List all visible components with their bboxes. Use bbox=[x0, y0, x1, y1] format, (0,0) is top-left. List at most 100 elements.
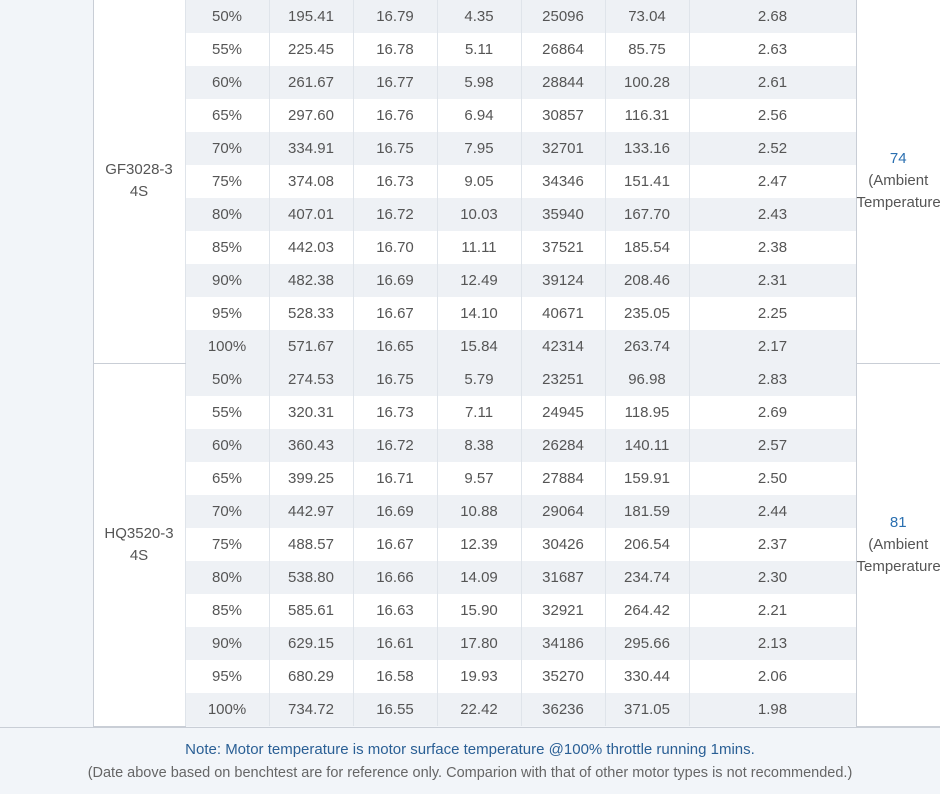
value-cell: 7.11 bbox=[437, 396, 521, 429]
throttle-cell: 60% bbox=[185, 66, 269, 99]
value-cell: 7.95 bbox=[437, 132, 521, 165]
value-cell: 42314 bbox=[521, 330, 605, 363]
value-cell: 15.84 bbox=[437, 330, 521, 363]
value-cell: 16.72 bbox=[353, 198, 437, 231]
value-cell: 16.76 bbox=[353, 99, 437, 132]
throttle-cell: 75% bbox=[185, 165, 269, 198]
left-margin bbox=[0, 363, 93, 726]
value-cell: 10.88 bbox=[437, 495, 521, 528]
throttle-cell: 50% bbox=[185, 0, 269, 33]
value-cell: 29064 bbox=[521, 495, 605, 528]
value-cell: 2.61 bbox=[689, 66, 856, 99]
value-cell: 9.57 bbox=[437, 462, 521, 495]
value-cell: 31687 bbox=[521, 561, 605, 594]
value-cell: 629.15 bbox=[269, 627, 353, 660]
value-cell: 16.66 bbox=[353, 561, 437, 594]
throttle-cell: 60% bbox=[185, 429, 269, 462]
value-cell: 334.91 bbox=[269, 132, 353, 165]
value-cell: 37521 bbox=[521, 231, 605, 264]
propeller-label: 4S bbox=[94, 181, 185, 203]
value-cell: 16.67 bbox=[353, 528, 437, 561]
value-cell: 2.44 bbox=[689, 495, 856, 528]
value-cell: 195.41 bbox=[269, 0, 353, 33]
value-cell: 24945 bbox=[521, 396, 605, 429]
value-cell: 320.31 bbox=[269, 396, 353, 429]
value-cell: 25096 bbox=[521, 0, 605, 33]
value-cell: 442.03 bbox=[269, 231, 353, 264]
value-cell: 263.74 bbox=[605, 330, 689, 363]
ambient-note: (Ambient bbox=[857, 534, 940, 556]
value-cell: 2.56 bbox=[689, 99, 856, 132]
value-cell: 571.67 bbox=[269, 330, 353, 363]
value-cell: 10.03 bbox=[437, 198, 521, 231]
value-cell: 234.74 bbox=[605, 561, 689, 594]
value-cell: 2.37 bbox=[689, 528, 856, 561]
value-cell: 159.91 bbox=[605, 462, 689, 495]
ambient-temperature: Temperature:19℃) bbox=[857, 556, 940, 578]
value-cell: 16.77 bbox=[353, 66, 437, 99]
value-cell: 2.25 bbox=[689, 297, 856, 330]
value-cell: 17.80 bbox=[437, 627, 521, 660]
value-cell: 2.13 bbox=[689, 627, 856, 660]
value-cell: 16.69 bbox=[353, 495, 437, 528]
value-cell: 118.95 bbox=[605, 396, 689, 429]
value-cell: 264.42 bbox=[605, 594, 689, 627]
value-cell: 261.67 bbox=[269, 66, 353, 99]
throttle-cell: 85% bbox=[185, 594, 269, 627]
value-cell: 32921 bbox=[521, 594, 605, 627]
value-cell: 2.21 bbox=[689, 594, 856, 627]
value-cell: 2.63 bbox=[689, 33, 856, 66]
value-cell: 116.31 bbox=[605, 99, 689, 132]
value-cell: 14.10 bbox=[437, 297, 521, 330]
throttle-cell: 100% bbox=[185, 330, 269, 363]
value-cell: 16.71 bbox=[353, 462, 437, 495]
value-cell: 16.55 bbox=[353, 693, 437, 726]
value-cell: 16.73 bbox=[353, 165, 437, 198]
value-cell: 399.25 bbox=[269, 462, 353, 495]
value-cell: 2.50 bbox=[689, 462, 856, 495]
value-cell: 6.94 bbox=[437, 99, 521, 132]
throttle-cell: 80% bbox=[185, 561, 269, 594]
value-cell: 5.98 bbox=[437, 66, 521, 99]
value-cell: 167.70 bbox=[605, 198, 689, 231]
value-cell: 30857 bbox=[521, 99, 605, 132]
value-cell: 8.38 bbox=[437, 429, 521, 462]
value-cell: 5.11 bbox=[437, 33, 521, 66]
value-cell: 208.46 bbox=[605, 264, 689, 297]
value-cell: 34346 bbox=[521, 165, 605, 198]
value-cell: 9.05 bbox=[437, 165, 521, 198]
throttle-cell: 75% bbox=[185, 528, 269, 561]
value-cell: 96.98 bbox=[605, 363, 689, 396]
throttle-cell: 95% bbox=[185, 297, 269, 330]
value-cell: 2.83 bbox=[689, 363, 856, 396]
value-cell: 2.52 bbox=[689, 132, 856, 165]
propeller-label: 4S bbox=[94, 545, 185, 567]
value-cell: 39124 bbox=[521, 264, 605, 297]
value-cell: 528.33 bbox=[269, 297, 353, 330]
value-cell: 442.97 bbox=[269, 495, 353, 528]
value-cell: 2.69 bbox=[689, 396, 856, 429]
value-cell: 16.63 bbox=[353, 594, 437, 627]
value-cell: 16.73 bbox=[353, 396, 437, 429]
value-cell: 35270 bbox=[521, 660, 605, 693]
value-cell: 16.58 bbox=[353, 660, 437, 693]
value-cell: 680.29 bbox=[269, 660, 353, 693]
value-cell: 374.08 bbox=[269, 165, 353, 198]
value-cell: 14.09 bbox=[437, 561, 521, 594]
value-cell: 26864 bbox=[521, 33, 605, 66]
temperature-value: 81 bbox=[857, 512, 940, 534]
value-cell: 2.17 bbox=[689, 330, 856, 363]
value-cell: 330.44 bbox=[605, 660, 689, 693]
value-cell: 16.75 bbox=[353, 363, 437, 396]
value-cell: 140.11 bbox=[605, 429, 689, 462]
value-cell: 407.01 bbox=[269, 198, 353, 231]
value-cell: 371.05 bbox=[605, 693, 689, 726]
value-cell: 133.16 bbox=[605, 132, 689, 165]
